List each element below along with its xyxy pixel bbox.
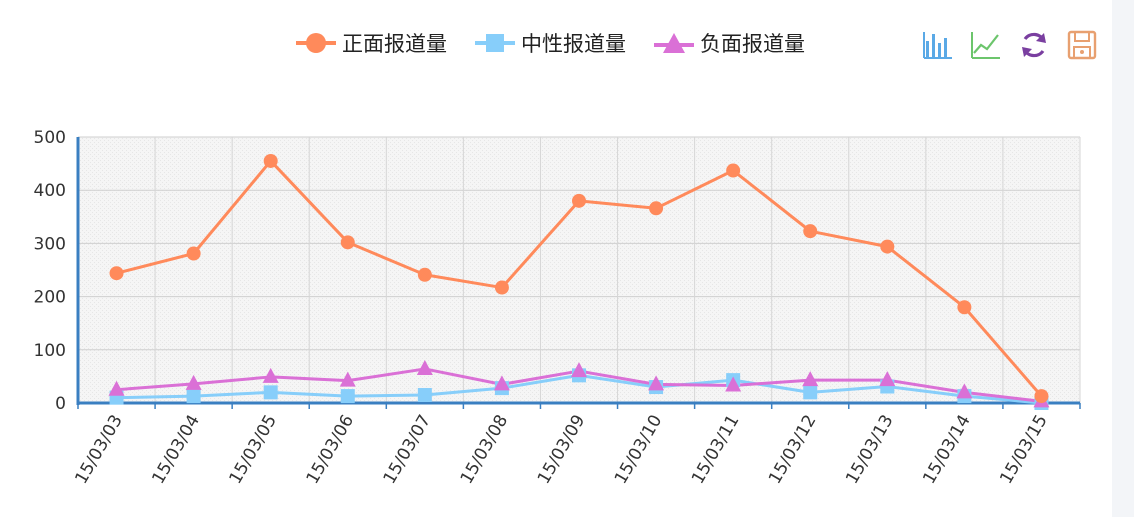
x-tick-label: 15/03/05 (226, 412, 282, 488)
circle-marker-icon (296, 33, 336, 53)
data-point[interactable] (417, 267, 432, 282)
x-tick-label: 15/03/09 (534, 412, 590, 488)
data-point[interactable] (185, 374, 202, 390)
plot-area (78, 137, 1080, 403)
legend-label-neutral: 中性报道量 (521, 32, 626, 56)
line-chart-button[interactable] (969, 28, 1003, 62)
data-point[interactable] (880, 239, 895, 254)
data-point[interactable] (494, 280, 509, 295)
data-point[interactable] (340, 389, 355, 404)
data-point[interactable] (802, 371, 819, 387)
data-point[interactable] (803, 385, 818, 400)
data-point[interactable] (416, 359, 433, 375)
data-point[interactable] (803, 224, 818, 239)
chart-legend: 正面报道量 中性报道量 负面报道量 (296, 28, 805, 58)
scrollbar-track (1112, 0, 1134, 517)
triangle-marker-icon (654, 33, 694, 53)
x-tick-label: 15/03/08 (457, 412, 513, 488)
data-point[interactable] (186, 389, 201, 404)
x-tick-label: 15/03/14 (919, 412, 975, 488)
data-point[interactable] (493, 375, 510, 391)
data-point[interactable] (726, 163, 741, 178)
save-button[interactable] (1065, 28, 1099, 62)
square-marker-icon (475, 34, 515, 52)
y-tick-label: 300 (34, 234, 66, 254)
data-point[interactable] (186, 246, 201, 261)
data-point[interactable] (571, 362, 587, 378)
bar-chart-button[interactable] (921, 28, 955, 62)
save-icon (1067, 30, 1097, 60)
x-tick-label: 15/03/13 (842, 412, 898, 488)
data-point[interactable] (263, 385, 278, 400)
x-tick-label: 15/03/06 (303, 412, 359, 488)
y-tick-label: 500 (34, 128, 66, 148)
data-point[interactable] (572, 193, 586, 208)
legend-label-negative: 负面报道量 (700, 32, 805, 56)
data-point[interactable] (263, 153, 278, 168)
data-point[interactable] (956, 383, 973, 399)
legend-item-neutral[interactable]: 中性报道量 (475, 28, 626, 58)
x-tick-label: 15/03/10 (611, 412, 667, 488)
refresh-button[interactable] (1017, 28, 1051, 62)
data-point[interactable] (648, 375, 665, 391)
legend-item-negative[interactable]: 负面报道量 (654, 28, 805, 58)
data-point[interactable] (957, 300, 972, 315)
data-point[interactable] (649, 201, 664, 216)
x-tick-label: 15/03/15 (996, 412, 1052, 488)
chart-toolbar (921, 28, 1099, 62)
data-point[interactable] (417, 388, 432, 403)
data-point[interactable] (262, 367, 279, 383)
bar-chart-icon (923, 32, 952, 59)
y-tick-label: 100 (34, 341, 66, 361)
x-tick-label: 15/03/12 (765, 412, 821, 488)
y-tick-label: 400 (34, 181, 66, 201)
data-point[interactable] (725, 376, 742, 392)
y-tick-label: 0 (55, 394, 66, 414)
legend-item-positive[interactable]: 正面报道量 (296, 28, 447, 58)
legend-label-positive: 正面报道量 (342, 32, 447, 56)
x-tick-label: 15/03/04 (148, 412, 204, 488)
data-point[interactable] (108, 380, 125, 396)
x-tick-label: 15/03/07 (380, 412, 436, 488)
x-tick-label: 15/03/03 (71, 412, 127, 488)
data-point[interactable] (1034, 389, 1049, 404)
data-point[interactable] (109, 266, 124, 281)
x-tick-label: 15/03/11 (688, 412, 744, 488)
data-point[interactable] (879, 371, 896, 387)
y-tick-label: 200 (34, 288, 66, 308)
refresh-icon (1022, 32, 1046, 58)
data-point[interactable] (340, 235, 355, 250)
data-point[interactable] (339, 371, 356, 387)
line-chart-icon (971, 32, 1000, 59)
